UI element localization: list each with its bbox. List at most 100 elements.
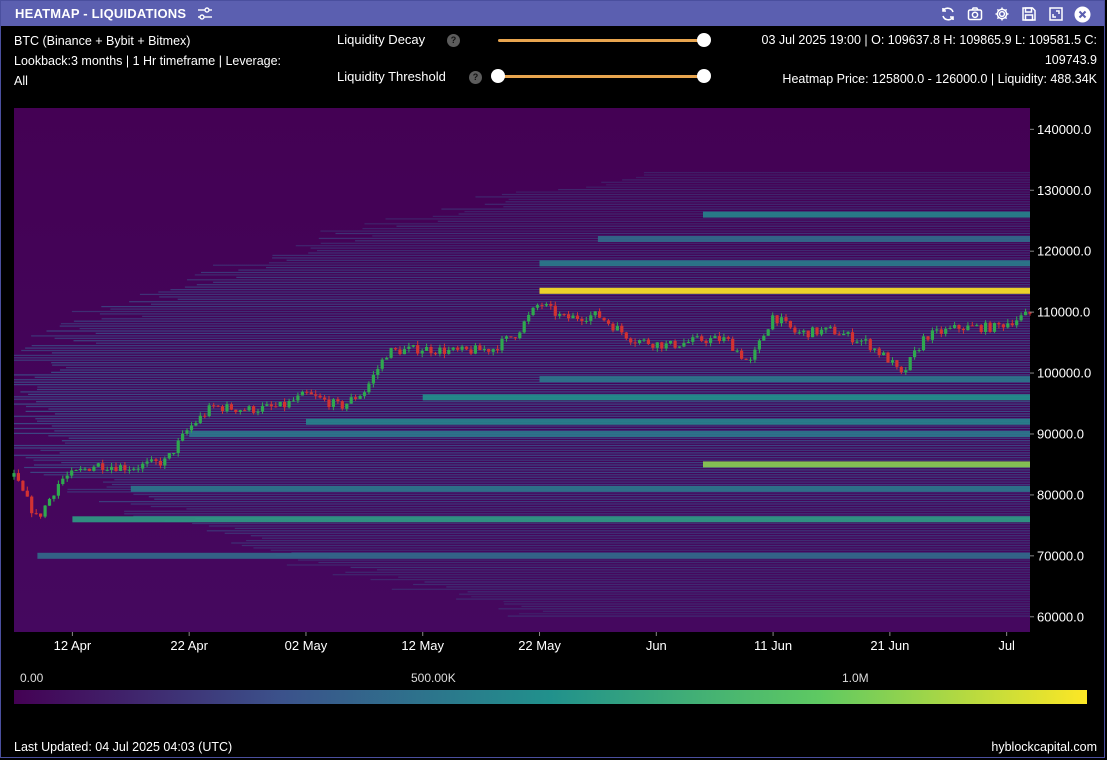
liquidity-row	[37, 388, 1030, 391]
liquidity-row	[54, 337, 1031, 339]
candle-body	[939, 329, 943, 334]
candle-body	[487, 349, 491, 352]
liquidity-row	[272, 254, 1030, 256]
liquidity-row	[99, 501, 1030, 503]
threshold-min-handle[interactable]	[491, 69, 505, 83]
candle-body	[136, 468, 140, 470]
liquidity-row	[231, 542, 1030, 544]
close-icon[interactable]	[1073, 5, 1092, 23]
title-bar: HEATMAP - LIQUIDATIONS	[1, 1, 1104, 26]
candle-body	[784, 317, 788, 321]
liquidity-row	[111, 483, 1030, 486]
liquidity-decay-slider[interactable]	[498, 39, 704, 42]
candle-body	[748, 359, 753, 361]
candle-body	[402, 349, 406, 355]
candle-body	[265, 404, 269, 406]
liquidity-band	[37, 552, 1030, 559]
candle-body	[917, 350, 921, 352]
candle-body	[358, 395, 362, 399]
candle-body	[12, 473, 16, 477]
candle-body	[549, 304, 553, 306]
liquidity-row	[521, 605, 1030, 607]
candle-body	[740, 350, 744, 359]
candle-body	[203, 415, 207, 417]
candle-body	[580, 318, 584, 322]
liquidity-row	[503, 206, 1030, 208]
liquidity-row	[636, 176, 1030, 179]
candle-body	[886, 352, 890, 363]
candle-body	[504, 336, 509, 339]
liquidity-row	[542, 610, 1030, 612]
candle-body	[806, 330, 810, 338]
liquidity-row	[391, 588, 1030, 590]
liquidity-bands	[14, 172, 1031, 617]
liquidity-row	[266, 267, 1030, 269]
liquidity-decay-handle[interactable]	[697, 33, 711, 47]
candle-body	[442, 347, 446, 354]
refresh-icon[interactable]	[938, 5, 957, 23]
candle-body	[766, 329, 770, 336]
candle-body	[864, 339, 868, 341]
candle-body	[997, 322, 1001, 325]
candle-body	[1006, 323, 1010, 328]
liquidity-row	[24, 466, 1031, 469]
liquidity-band	[306, 418, 1030, 425]
candle-body	[274, 406, 278, 408]
x-tick-label: 12 May	[401, 638, 444, 653]
threshold-max-handle[interactable]	[697, 69, 711, 83]
brand-link[interactable]: hyblockcapital.com	[991, 740, 1097, 754]
liquidity-row	[52, 364, 1031, 366]
x-tick-label: 11 Jun	[754, 638, 792, 653]
candle-body	[433, 353, 438, 355]
candle-body	[118, 465, 123, 471]
liquidity-decay-label: Liquidity Decay	[337, 32, 426, 47]
liquidity-row	[77, 469, 1030, 471]
candle-body	[145, 461, 149, 464]
y-tick-label: 60000.0	[1037, 609, 1084, 624]
liquidity-band	[72, 516, 1030, 523]
candle-body	[926, 336, 930, 340]
liquidity-row	[14, 381, 1030, 383]
liquidity-row	[194, 274, 1031, 276]
candle-body	[407, 346, 411, 349]
liquidity-row	[213, 281, 1031, 283]
candle-body	[824, 327, 828, 330]
save-icon[interactable]	[1019, 5, 1038, 23]
liquidity-row	[40, 449, 1030, 451]
candle-body	[309, 392, 313, 395]
liquidity-row	[441, 208, 1030, 210]
liquidity-row	[71, 310, 1030, 313]
candle-body	[553, 305, 557, 316]
liquidity-row	[398, 576, 1030, 578]
camera-icon[interactable]	[965, 5, 984, 23]
y-tick-label: 110000.0	[1037, 305, 1090, 320]
candle-body	[207, 405, 211, 416]
candle-body	[456, 347, 460, 350]
liquidity-row	[14, 447, 1030, 449]
liquidity-row	[51, 425, 1031, 427]
candle-body	[225, 404, 229, 412]
candle-body	[575, 315, 580, 319]
expand-icon[interactable]	[1046, 5, 1065, 23]
candle-body	[491, 349, 495, 352]
candle-body	[260, 405, 265, 412]
liquidity-row	[66, 367, 1030, 369]
liquidity-row	[124, 513, 1030, 515]
liquidity-row	[51, 352, 1030, 354]
candle-body	[655, 342, 659, 348]
liquidity-row	[471, 596, 1030, 598]
y-axis: 140000.0 130000.0 120000.0 110000.0 100000.0…	[1030, 122, 1091, 624]
liquidation-heatmap-chart[interactable]: 140000.0 130000.0 120000.0 110000.0 100000.0…	[0, 100, 1107, 660]
candle-body	[833, 326, 837, 335]
candle-body	[101, 463, 105, 470]
candle-body	[904, 370, 908, 373]
sliders-settings-icon[interactable]	[197, 6, 213, 22]
colorbar	[14, 690, 1087, 704]
liquidity-row	[73, 340, 1030, 342]
liquidity-threshold-slider[interactable]	[498, 75, 704, 78]
threshold-help-icon[interactable]: ?	[469, 71, 482, 84]
decay-help-icon[interactable]: ?	[447, 34, 460, 47]
gear-icon[interactable]	[992, 5, 1011, 23]
candle-body	[709, 338, 713, 343]
liquidity-row	[14, 379, 1030, 381]
